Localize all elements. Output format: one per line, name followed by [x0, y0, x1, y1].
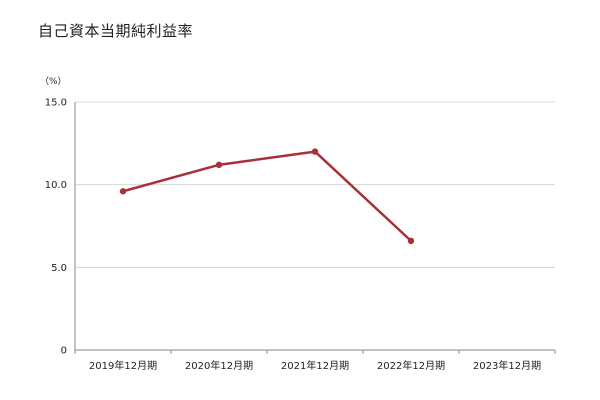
chart-title: 自己資本当期純利益率 [38, 22, 194, 40]
data-point [119, 188, 127, 195]
y-tick-label: 15.0 [45, 98, 67, 109]
y-tick-label: 0 [61, 346, 67, 357]
data-point [215, 161, 223, 169]
data-point [311, 148, 319, 155]
x-tick-label: 2022年12月期 [377, 359, 445, 372]
x-tick-label: 2021年12月期 [281, 359, 349, 372]
x-tick-label: 2019年12月期 [89, 359, 157, 372]
y-unit-label: （%） [40, 76, 67, 87]
y-tick-label: 10.0 [45, 180, 67, 191]
x-tick-label: 2023年12月期 [473, 359, 541, 372]
x-tick-label: 2020年12月期 [185, 359, 253, 372]
series-line [122, 150, 412, 242]
y-tick-label: 5.0 [51, 263, 67, 274]
data-point [407, 237, 415, 245]
